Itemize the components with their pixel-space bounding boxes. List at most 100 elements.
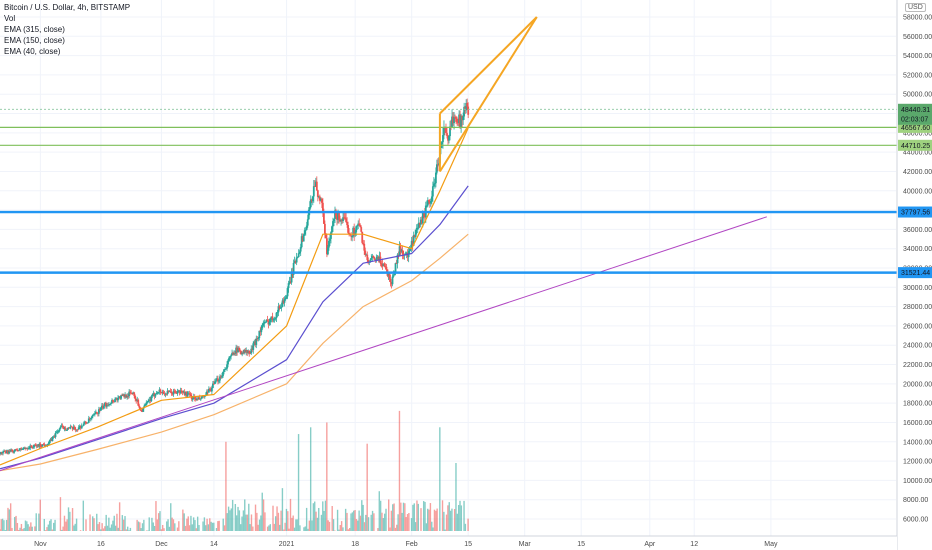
candle-body bbox=[21, 449, 24, 450]
candle-body bbox=[126, 396, 129, 398]
candle-body bbox=[197, 397, 200, 400]
x-tick-label: Dec bbox=[155, 541, 168, 548]
y-tick-label: 44000.00 bbox=[903, 150, 932, 157]
volume-bar bbox=[238, 510, 241, 531]
candle-body bbox=[367, 260, 370, 263]
y-tick-label: 46000.00 bbox=[903, 130, 932, 137]
volume-bar bbox=[15, 515, 17, 531]
candle-body bbox=[223, 369, 225, 372]
candle-body bbox=[130, 392, 133, 394]
volume-bar bbox=[22, 529, 24, 531]
volume-bar bbox=[435, 510, 437, 531]
volume-bar bbox=[371, 510, 374, 531]
price-tag-green-level-bg bbox=[898, 139, 932, 151]
candle-body bbox=[342, 217, 344, 221]
candle-body bbox=[26, 448, 29, 450]
candle-body bbox=[280, 306, 283, 308]
candle-body bbox=[49, 439, 52, 441]
volume-bar bbox=[172, 519, 175, 531]
candle-body bbox=[178, 390, 181, 393]
volume-bar bbox=[431, 521, 433, 531]
candle-body bbox=[125, 394, 128, 398]
volume-bar bbox=[53, 522, 55, 531]
volume-bar bbox=[346, 512, 348, 531]
candle-body bbox=[170, 391, 173, 394]
candle-body bbox=[146, 402, 149, 403]
candle-body bbox=[70, 426, 73, 428]
volume-bar bbox=[171, 517, 173, 531]
x-tick-label: 15 bbox=[464, 541, 472, 548]
candle-body bbox=[328, 240, 330, 248]
last-price-value: 48440.31 bbox=[901, 107, 930, 114]
volume-bar bbox=[110, 524, 113, 531]
candle-body bbox=[467, 106, 470, 115]
volume-bar bbox=[291, 517, 293, 531]
candle-body bbox=[376, 256, 379, 259]
candle-body bbox=[363, 243, 366, 251]
volume-bar bbox=[11, 527, 13, 531]
candle-body bbox=[118, 396, 120, 398]
candle-body bbox=[89, 418, 92, 420]
volume-bar bbox=[26, 521, 28, 531]
candle-body bbox=[430, 196, 433, 202]
candle-body bbox=[3, 450, 5, 452]
candle-body bbox=[220, 376, 222, 378]
legend: Bitcoin / U.S. Dollar, 4h, BITSTAMP Vol … bbox=[4, 2, 130, 57]
volume-bar bbox=[340, 521, 343, 531]
candle-body bbox=[133, 392, 136, 396]
candle-body bbox=[462, 116, 465, 121]
volume-bar bbox=[136, 519, 138, 531]
candle-body bbox=[110, 402, 112, 404]
candle-body bbox=[325, 233, 327, 239]
candle-body bbox=[329, 238, 331, 241]
y-tick-label: 28000.00 bbox=[903, 304, 932, 311]
candle-body bbox=[159, 389, 162, 393]
volume-bar bbox=[47, 524, 50, 531]
volume-bar bbox=[354, 510, 356, 531]
candle-body bbox=[397, 254, 400, 256]
legend-symbol-title[interactable]: Bitcoin / U.S. Dollar, 4h, BITSTAMP bbox=[4, 3, 131, 12]
candle-body bbox=[199, 398, 202, 400]
volume-bar bbox=[397, 514, 399, 531]
candle-body bbox=[241, 352, 244, 355]
candle-body bbox=[324, 223, 326, 234]
candle-body bbox=[235, 347, 238, 354]
y-tick-label: 36000.00 bbox=[903, 227, 932, 234]
candle-body bbox=[451, 116, 453, 128]
candle-body bbox=[108, 404, 110, 406]
volume-bar bbox=[235, 515, 238, 531]
candle-body bbox=[69, 426, 72, 428]
candle-body bbox=[254, 341, 257, 345]
legend-ema315[interactable]: EMA (315, close) bbox=[4, 25, 65, 34]
volume-bar bbox=[449, 510, 452, 531]
candle-body bbox=[12, 451, 15, 453]
currency-badge[interactable]: USD bbox=[905, 3, 926, 12]
candle-body bbox=[77, 427, 80, 430]
candle-body bbox=[253, 341, 256, 344]
candle-body bbox=[75, 429, 78, 431]
candle-body bbox=[421, 212, 424, 224]
candle-body bbox=[252, 343, 255, 350]
legend-vol[interactable]: Vol bbox=[4, 14, 16, 23]
candle-body bbox=[210, 387, 213, 392]
candle-body bbox=[169, 391, 172, 393]
candle-body bbox=[258, 330, 261, 339]
volume-bar bbox=[394, 527, 397, 531]
candle-body bbox=[332, 221, 334, 227]
volume-bar bbox=[229, 510, 231, 531]
legend-ema150[interactable]: EMA (150, close) bbox=[4, 36, 65, 45]
candle-body bbox=[382, 263, 385, 267]
candle-body bbox=[276, 312, 279, 314]
volume-bar bbox=[451, 508, 453, 531]
candle-body bbox=[352, 227, 355, 237]
volume-bar bbox=[188, 525, 191, 531]
candle-body bbox=[364, 250, 367, 255]
legend-ema40[interactable]: EMA (40, close) bbox=[4, 47, 61, 56]
volume-bar bbox=[260, 515, 262, 531]
volume-bar bbox=[334, 530, 336, 531]
volume-bar bbox=[151, 517, 153, 531]
volume-bar bbox=[75, 518, 78, 531]
volume-bar bbox=[167, 519, 169, 531]
candle-body bbox=[355, 226, 358, 233]
